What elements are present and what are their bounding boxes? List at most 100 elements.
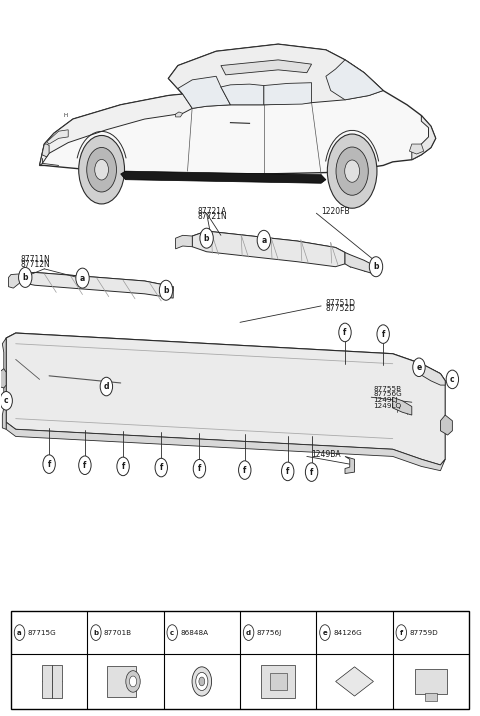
Circle shape <box>320 625 330 640</box>
Circle shape <box>19 267 32 287</box>
Circle shape <box>87 147 117 192</box>
Circle shape <box>239 461 251 479</box>
Polygon shape <box>221 84 264 105</box>
Circle shape <box>377 325 389 344</box>
Bar <box>11 611 469 709</box>
Circle shape <box>79 135 124 204</box>
Circle shape <box>79 456 91 475</box>
Circle shape <box>43 455 55 473</box>
Polygon shape <box>21 272 173 298</box>
Circle shape <box>95 160 108 180</box>
Text: 87759D: 87759D <box>409 629 438 636</box>
Polygon shape <box>326 60 383 100</box>
Text: 87721A: 87721A <box>197 207 226 216</box>
Bar <box>262 665 295 697</box>
Circle shape <box>336 147 368 195</box>
Circle shape <box>159 280 173 300</box>
Text: 87711N: 87711N <box>21 255 50 264</box>
Polygon shape <box>6 422 445 470</box>
Polygon shape <box>393 397 412 415</box>
Text: 1220FB: 1220FB <box>321 207 350 216</box>
Text: 87752D: 87752D <box>326 304 356 313</box>
Text: 87721N: 87721N <box>197 211 227 221</box>
Circle shape <box>327 134 377 208</box>
Bar <box>270 673 287 690</box>
Text: 87756G: 87756G <box>373 392 402 397</box>
Text: b: b <box>373 262 379 271</box>
Text: 87756J: 87756J <box>257 629 282 636</box>
Bar <box>42 665 51 698</box>
Text: f: f <box>343 328 347 337</box>
Circle shape <box>446 370 458 389</box>
Bar <box>425 693 437 701</box>
Circle shape <box>345 160 360 183</box>
Bar <box>107 666 136 697</box>
Polygon shape <box>345 253 373 274</box>
Polygon shape <box>39 44 436 174</box>
Text: b: b <box>93 629 98 636</box>
Polygon shape <box>409 144 424 154</box>
Circle shape <box>339 323 351 342</box>
Polygon shape <box>21 272 173 291</box>
Text: d: d <box>246 629 251 636</box>
Text: f: f <box>83 460 86 470</box>
Polygon shape <box>2 338 6 430</box>
Text: c: c <box>4 396 9 405</box>
Polygon shape <box>176 236 192 249</box>
Text: e: e <box>416 363 421 372</box>
Polygon shape <box>6 333 445 465</box>
Text: 1249BA: 1249BA <box>312 450 341 459</box>
Circle shape <box>193 460 205 478</box>
Text: b: b <box>163 286 169 295</box>
Circle shape <box>167 625 178 640</box>
Text: a: a <box>80 274 85 283</box>
Text: f: f <box>382 329 385 339</box>
Circle shape <box>196 672 208 690</box>
Text: b: b <box>23 273 28 282</box>
Circle shape <box>192 667 212 696</box>
Bar <box>415 669 447 694</box>
Text: d: d <box>104 382 109 391</box>
Text: f: f <box>159 463 163 472</box>
Text: e: e <box>323 629 327 636</box>
Polygon shape <box>0 369 6 388</box>
Polygon shape <box>9 274 21 288</box>
Polygon shape <box>264 82 312 105</box>
Polygon shape <box>168 44 383 108</box>
Circle shape <box>155 458 168 477</box>
Text: 87712N: 87712N <box>21 260 50 269</box>
Text: f: f <box>243 465 246 475</box>
Text: 87751D: 87751D <box>326 299 356 308</box>
Circle shape <box>0 392 12 410</box>
Text: 1249LQ: 1249LQ <box>373 403 402 409</box>
Circle shape <box>199 677 205 686</box>
Polygon shape <box>192 231 345 256</box>
Polygon shape <box>178 77 230 108</box>
Polygon shape <box>39 94 192 165</box>
Text: 87715G: 87715G <box>28 629 56 636</box>
Polygon shape <box>192 231 345 266</box>
Polygon shape <box>120 171 326 183</box>
Text: b: b <box>204 233 209 243</box>
Text: 84126G: 84126G <box>333 629 362 636</box>
Text: f: f <box>121 462 125 471</box>
Circle shape <box>243 625 254 640</box>
Text: f: f <box>310 468 313 477</box>
Circle shape <box>257 231 271 251</box>
Circle shape <box>200 228 213 248</box>
Text: 86848A: 86848A <box>180 629 208 636</box>
Circle shape <box>413 358 425 377</box>
Text: f: f <box>198 464 201 473</box>
Polygon shape <box>6 333 445 385</box>
Polygon shape <box>421 364 445 385</box>
Polygon shape <box>412 115 436 160</box>
Polygon shape <box>221 60 312 75</box>
Text: f: f <box>400 629 403 636</box>
Text: a: a <box>17 629 22 636</box>
Text: 1249LJ: 1249LJ <box>373 397 398 403</box>
Text: a: a <box>261 236 266 245</box>
Polygon shape <box>176 112 183 117</box>
Circle shape <box>281 462 294 480</box>
Circle shape <box>130 676 137 687</box>
Circle shape <box>76 268 89 288</box>
